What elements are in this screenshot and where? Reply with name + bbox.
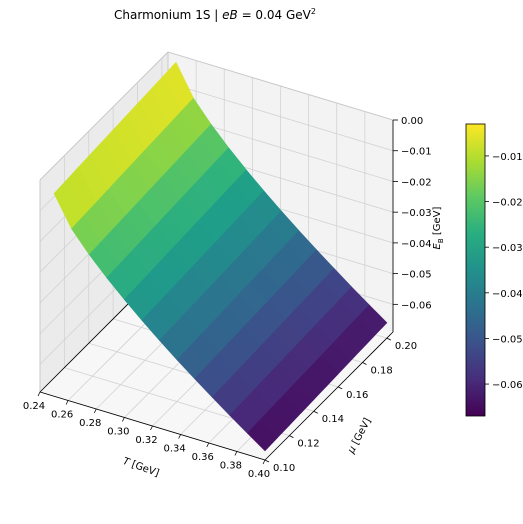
chart-title: Charmonium 1S | eB = 0.04 GeV2: [114, 7, 316, 22]
x-tick-label: 0.34: [163, 444, 185, 455]
gridline-z: [167, 82, 394, 152]
x-tick-mark: [122, 417, 125, 422]
y-tick-mark: [362, 362, 367, 365]
x-tick-label: 0.40: [248, 469, 270, 480]
colorbar-gradient: [465, 123, 486, 417]
colorbar-tick-label: −0.03: [492, 243, 523, 254]
z-tick-label: −0.06: [401, 300, 432, 311]
x-tick-label: 0.38: [220, 461, 242, 472]
surface: [53, 61, 388, 452]
pane-edge: [167, 51, 394, 121]
colorbar-tick-label: −0.04: [492, 289, 523, 300]
z-tick-label: −0.04: [401, 239, 432, 250]
colorbar-ticks: −0.01 −0.02 −0.03 −0.04 −0.05 −0.06: [485, 152, 523, 391]
colorbar-tick-label: −0.02: [492, 198, 523, 209]
axis-line: [264, 331, 394, 461]
z-tick-label: −0.05: [401, 270, 432, 281]
pane-edge: [39, 51, 169, 181]
x-tick-mark: [37, 391, 41, 397]
z-tick-label: −0.01: [401, 147, 432, 158]
surface-facet: [246, 419, 278, 452]
colorbar-tick-label: −0.06: [492, 380, 523, 391]
x-tick-mark: [93, 408, 97, 414]
y-tick-label: 0.20: [395, 341, 417, 352]
x-tick-label: 0.26: [51, 410, 73, 421]
z-tick-label: −0.02: [401, 177, 432, 188]
y-axis-label: μ [GeV]: [346, 416, 374, 456]
x-tick-mark: [65, 400, 69, 405]
x-tick-label: 0.30: [107, 427, 129, 438]
x-tick-mark: [206, 442, 210, 448]
x-axis-label: T [GeV]: [121, 456, 160, 479]
y-tick-label: 0.16: [346, 390, 368, 401]
x-tick-label: 0.28: [79, 418, 101, 429]
colorbar: −0.01 −0.02 −0.03 −0.04 −0.05 −0.06: [465, 123, 523, 417]
y-tick-label: 0.14: [322, 414, 344, 425]
y-tick-label: 0.10: [273, 463, 295, 474]
axis-ticks: 0.24 0.26 0.28 0.30 0.32 0.34 0.36 0.38 0.400.10…: [23, 116, 432, 480]
colorbar-tick-label: −0.05: [492, 334, 523, 345]
x-tick-mark: [234, 451, 238, 456]
z-axis-label: EB [GeV]: [432, 206, 445, 249]
y-tick-mark: [289, 435, 294, 438]
colorbar-tick-label: −0.01: [492, 152, 523, 163]
x-tick-label: 0.32: [135, 435, 157, 446]
x-tick-mark: [178, 434, 181, 439]
x-tick-mark: [262, 459, 266, 465]
z-tick-label: 0.00: [401, 116, 423, 127]
z-tick-label: −0.03: [401, 208, 432, 219]
x-tick-label: 0.24: [23, 401, 45, 412]
y-tick-mark: [386, 337, 392, 341]
x-tick-mark: [150, 425, 153, 431]
y-tick-label: 0.12: [297, 439, 319, 450]
x-tick-label: 0.36: [192, 452, 214, 463]
y-tick-mark: [313, 410, 318, 414]
y-tick-label: 0.18: [371, 365, 393, 376]
y-tick-mark: [264, 459, 270, 463]
y-tick-mark: [337, 386, 343, 390]
